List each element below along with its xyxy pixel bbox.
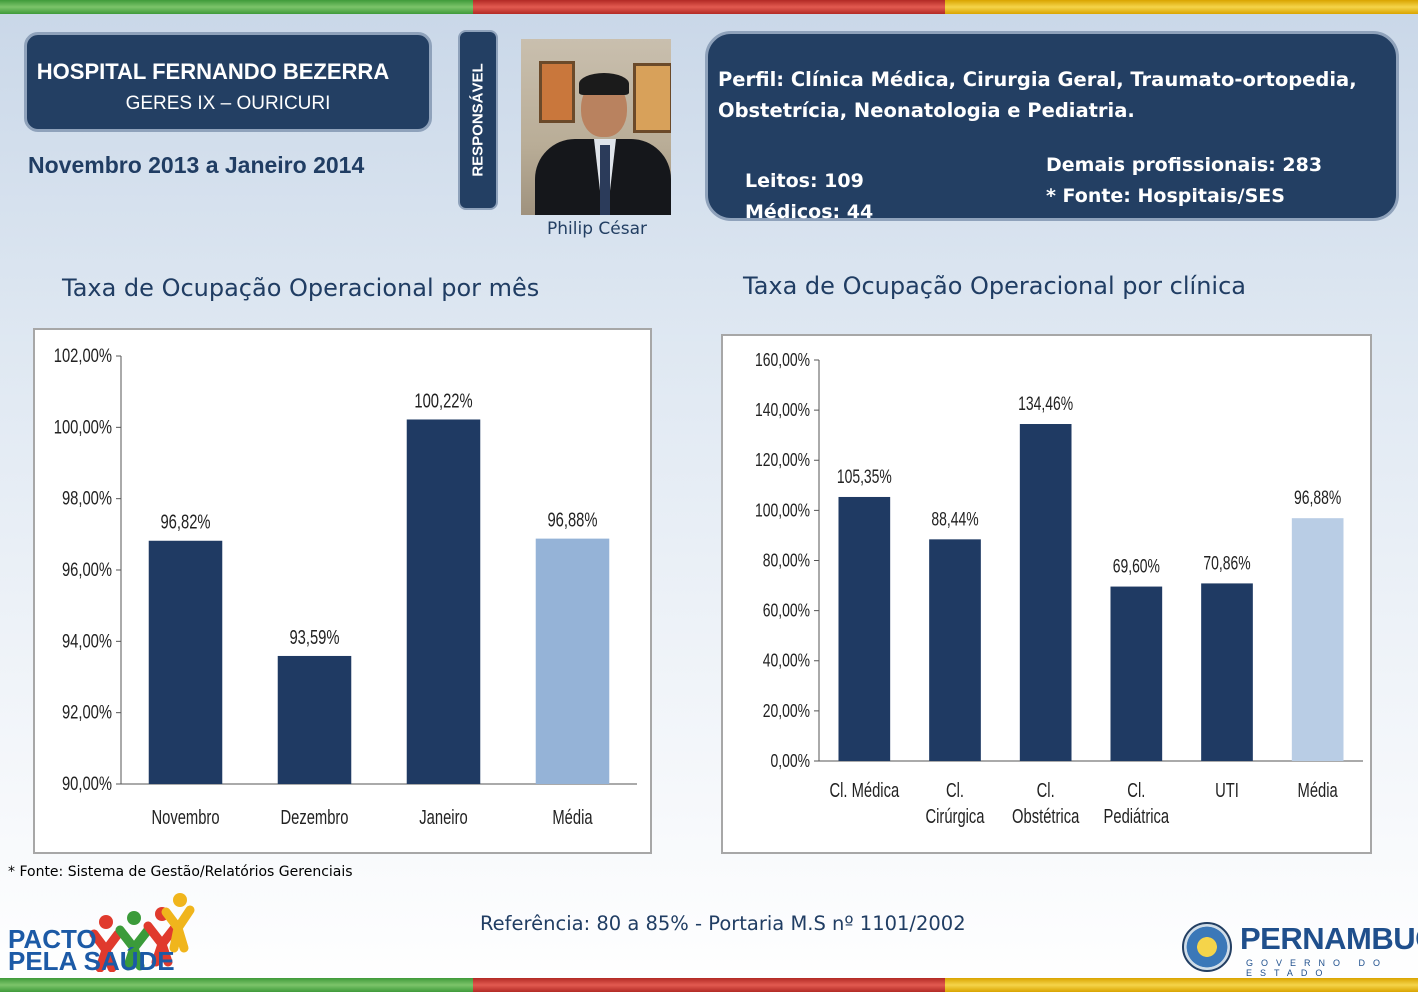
x-category-label: Novembro <box>151 806 219 829</box>
x-category-label: Pediátrica <box>1104 805 1170 828</box>
doctors-count: Médicos: 44 <box>745 201 874 223</box>
y-tick-label: 0,00% <box>770 751 810 771</box>
y-tick-label: 160,00% <box>755 350 810 370</box>
y-tick-label: 102,00% <box>54 344 112 367</box>
bar-cl-cirúrgica <box>929 539 981 761</box>
profile-box: Perfil: Clínica Médica, Cirurgia Geral, … <box>705 31 1399 223</box>
bar-média <box>1291 518 1344 761</box>
data-label: 96,88% <box>547 508 597 531</box>
y-tick-label: 140,00% <box>755 400 810 420</box>
y-tick-label: 92,00% <box>62 701 112 724</box>
reference-note: Referência: 80 a 85% - Portaria M.S nº 1… <box>480 912 966 935</box>
top-color-stripe <box>0 0 1418 14</box>
bar-novembro <box>148 540 223 784</box>
x-category-label: Dezembro <box>280 806 348 829</box>
governo-do-estado: GOVERNO DO ESTADO <box>1246 958 1389 978</box>
monthly-chart: 90,00% 92,00% 94,00% 96,00% 98,00% 100,00% 102… <box>33 328 652 854</box>
hospital-header-box: HOSPITAL FERNANDO BEZERRA GERES IX – OUR… <box>24 32 432 132</box>
x-category-label: Cl. <box>946 779 964 802</box>
x-category-label: Média <box>552 806 592 829</box>
bottom-color-stripe <box>0 978 1418 992</box>
x-category-label: Obstétrica <box>1012 805 1079 828</box>
bar-dezembro <box>277 655 352 784</box>
y-tick-label: 96,00% <box>62 558 112 581</box>
pela-saude-word: PELA SAÚDE <box>8 946 175 976</box>
profile-description: Perfil: Clínica Médica, Cirurgia Geral, … <box>718 68 1357 122</box>
data-label: 88,44% <box>931 508 978 530</box>
data-label: 70,86% <box>1203 552 1250 574</box>
bar-cl-pediátrica <box>1110 586 1163 761</box>
bar-cl-médica <box>838 496 891 761</box>
period-label: Novembro 2013 a Janeiro 2014 <box>28 152 365 178</box>
data-label: 96,82% <box>160 510 210 533</box>
hospital-name: HOSPITAL FERNANDO BEZERRA <box>36 59 390 84</box>
data-label: 105,35% <box>837 466 892 488</box>
monthly-chart-svg: 90,00% 92,00% 94,00% 96,00% 98,00% 100,00% 102… <box>54 344 637 829</box>
x-category-label: Cirúrgica <box>925 805 984 828</box>
data-label: 96,88% <box>1294 487 1341 509</box>
bar-média <box>535 538 610 784</box>
data-label: 100,22% <box>414 389 472 412</box>
responsavel-photo <box>521 39 671 215</box>
x-category-label: Cl. <box>1037 779 1055 802</box>
monthly-chart-title: Taxa de Ocupação Operacional por mês <box>62 274 540 302</box>
pernambuco-government-logo: PERNAMBUCO GOVERNO DO ESTADO <box>1180 920 1418 978</box>
x-category-label: Cl. Médica <box>829 779 899 802</box>
y-tick-label: 100,00% <box>54 415 112 438</box>
bar-cl-obstétrica <box>1019 424 1072 761</box>
pacto-word: PACTO <box>8 924 97 954</box>
data-label: 134,46% <box>1018 393 1073 415</box>
pernambuco-coat-of-arms-icon <box>1182 922 1232 972</box>
x-category-label: Média <box>1298 779 1338 802</box>
data-source-note: * Fonte: Sistema de Gestão/Relatórios Ge… <box>8 864 353 880</box>
beds-count: Leitos: 109 <box>745 170 864 192</box>
bar-uti <box>1201 583 1253 761</box>
pacto-pela-saude-logo: PACTO PELA SAÚDE <box>8 888 198 976</box>
regional-label: GERES IX – OURICURI <box>125 93 331 114</box>
responsavel-label: RESPONSÁVEL <box>469 63 487 177</box>
pernambuco-name: PERNAMBUCO <box>1240 921 1418 956</box>
x-category-label: Janeiro <box>419 806 467 829</box>
other-professionals-count: Demais profissionais: 283 <box>1046 154 1323 176</box>
clinic-chart-svg: 0,00% 20,00% 40,00% 60,00% 80,00% 100,00% 120,… <box>755 350 1363 828</box>
data-label: 93,59% <box>289 626 339 649</box>
x-category-label: UTI <box>1215 779 1239 802</box>
responsavel-name: Philip César <box>547 219 647 239</box>
bar-janeiro <box>406 419 481 784</box>
y-tick-label: 20,00% <box>763 701 811 721</box>
x-category-label: Cl. <box>1127 779 1145 802</box>
profile-source: * Fonte: Hospitais/SES <box>1046 185 1285 207</box>
other-staff: Demais profissionais: 283 * Fonte: Hospi… <box>1046 150 1322 212</box>
y-tick-label: 120,00% <box>755 450 810 470</box>
y-tick-label: 80,00% <box>763 551 811 571</box>
y-tick-label: 98,00% <box>62 487 112 510</box>
data-label: 69,60% <box>1113 555 1160 577</box>
clinic-chart-title: Taxa de Ocupação Operacional por clínica <box>743 272 1246 300</box>
beds-and-doctors: Leitos: 109 Médicos: 44 <box>745 166 873 228</box>
pacto-figures-icon <box>89 893 195 972</box>
clinic-chart: 0,00% 20,00% 40,00% 60,00% 80,00% 100,00% 120,… <box>721 334 1372 854</box>
y-tick-label: 40,00% <box>763 651 811 671</box>
y-tick-label: 94,00% <box>62 629 112 652</box>
responsavel-tab: RESPONSÁVEL <box>458 30 498 210</box>
y-tick-label: 90,00% <box>62 772 112 795</box>
y-tick-label: 100,00% <box>755 501 810 521</box>
y-tick-label: 60,00% <box>763 601 811 621</box>
